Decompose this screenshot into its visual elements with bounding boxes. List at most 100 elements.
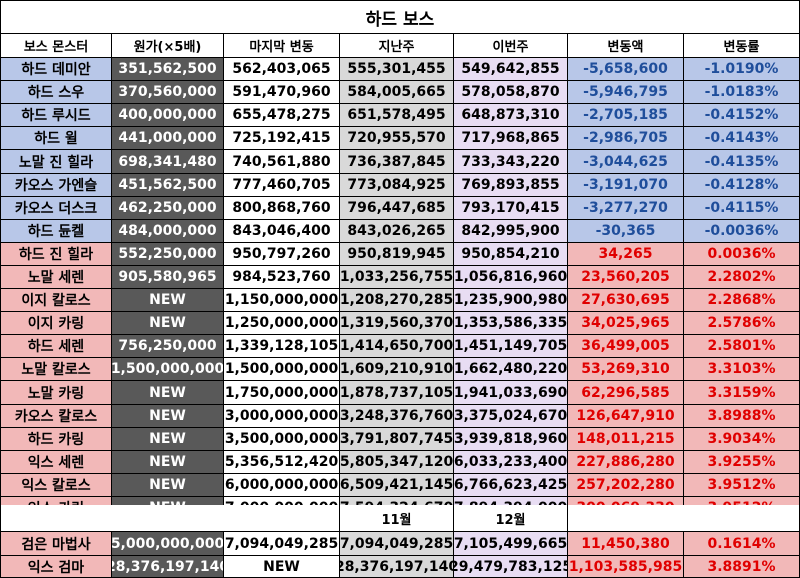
change-rate-cell[interactable]: -0.4135%	[684, 150, 800, 174]
last-change-cell[interactable]: 1,339,128,105	[224, 335, 340, 358]
change-amount-cell[interactable]: -3,044,625	[568, 150, 684, 174]
boss-name-cell[interactable]: 이지 칼로스	[0, 289, 112, 312]
change-rate-cell[interactable]: -0.4115%	[684, 197, 800, 220]
base-price-cell[interactable]: 698,341,480	[112, 150, 224, 174]
change-amount-cell[interactable]: -5,946,795	[568, 81, 684, 104]
base-price-cell[interactable]: 552,250,000	[112, 243, 224, 266]
boss-name-cell[interactable]: 노말 세렌	[0, 266, 112, 289]
this-week-cell[interactable]: 717,968,865	[454, 127, 568, 150]
change-amount-cell[interactable]: 148,011,215	[568, 428, 684, 451]
last-change-cell[interactable]: 7,094,049,285	[224, 532, 340, 556]
boss-name-cell[interactable]: 하드 스우	[0, 81, 112, 104]
change-amount-cell[interactable]: -3,277,270	[568, 197, 684, 220]
last-week-cell[interactable]: 28,376,197,140	[340, 556, 454, 578]
this-week-cell[interactable]: 549,642,855	[454, 58, 568, 81]
last-week-cell[interactable]: 796,447,685	[340, 197, 454, 220]
this-week-cell[interactable]: 6,766,623,425	[454, 474, 568, 497]
change-amount-cell[interactable]: 62,296,585	[568, 381, 684, 405]
last-week-cell[interactable]: 555,301,455	[340, 58, 454, 81]
header-this-week[interactable]: 이번주	[454, 34, 568, 58]
boss-name-cell[interactable]: 익스 검마	[0, 556, 112, 578]
this-week-cell[interactable]: 842,995,900	[454, 220, 568, 243]
this-week-cell[interactable]: 1,451,149,705	[454, 335, 568, 358]
change-rate-cell[interactable]: -0.0036%	[684, 220, 800, 243]
header-change-rate[interactable]: 변동률	[684, 34, 800, 58]
change-rate-cell[interactable]: 0.1614%	[684, 532, 800, 556]
this-week-cell[interactable]: 7,105,499,665	[454, 532, 568, 556]
base-price-cell[interactable]: NEW	[112, 312, 224, 335]
base-price-cell[interactable]: 28,376,197,140	[112, 556, 224, 578]
change-rate-cell[interactable]: 3.8988%	[684, 405, 800, 428]
this-week-cell[interactable]: 1,353,586,335	[454, 312, 568, 335]
this-week-cell[interactable]: 1,662,480,220	[454, 358, 568, 381]
header-last-change[interactable]: 마지막 변동	[224, 34, 340, 58]
last-change-cell[interactable]: 725,192,415	[224, 127, 340, 150]
this-week-cell[interactable]: 578,058,870	[454, 81, 568, 104]
change-rate-cell[interactable]: 3.9255%	[684, 451, 800, 474]
last-change-cell[interactable]: 1,150,000,000	[224, 289, 340, 312]
this-week-cell[interactable]: 3,375,024,670	[454, 405, 568, 428]
base-price-cell[interactable]: 484,000,000	[112, 220, 224, 243]
change-rate-cell[interactable]: -1.0190%	[684, 58, 800, 81]
base-price-cell[interactable]: NEW	[112, 289, 224, 312]
last-week-cell[interactable]: 1,319,560,370	[340, 312, 454, 335]
last-change-cell[interactable]: 777,460,705	[224, 174, 340, 197]
this-week-cell[interactable]: 6,033,233,400	[454, 451, 568, 474]
last-change-cell[interactable]: 843,046,400	[224, 220, 340, 243]
monthly-header-blank-left[interactable]	[0, 505, 340, 532]
last-week-cell[interactable]: 736,387,845	[340, 150, 454, 174]
boss-name-cell[interactable]: 노말 카링	[0, 381, 112, 405]
last-change-cell[interactable]: 591,470,960	[224, 81, 340, 104]
last-week-cell[interactable]: 5,805,347,120	[340, 451, 454, 474]
change-rate-cell[interactable]: 2.2868%	[684, 289, 800, 312]
boss-name-cell[interactable]: 하드 루시드	[0, 104, 112, 127]
change-amount-cell[interactable]: -3,191,070	[568, 174, 684, 197]
base-price-cell[interactable]: 451,562,500	[112, 174, 224, 197]
base-price-cell[interactable]: NEW	[112, 381, 224, 405]
change-amount-cell[interactable]: 1,103,585,985	[568, 556, 684, 578]
this-week-cell[interactable]: 1,235,900,980	[454, 289, 568, 312]
base-price-cell[interactable]: 5,000,000,000	[112, 532, 224, 556]
this-week-cell[interactable]: 793,170,415	[454, 197, 568, 220]
base-price-cell[interactable]: 370,560,000	[112, 81, 224, 104]
change-amount-cell[interactable]: 36,499,005	[568, 335, 684, 358]
change-amount-cell[interactable]: 34,265	[568, 243, 684, 266]
change-rate-cell[interactable]: 2.5801%	[684, 335, 800, 358]
last-week-cell[interactable]: 843,026,265	[340, 220, 454, 243]
last-change-cell[interactable]: 655,478,275	[224, 104, 340, 127]
boss-name-cell[interactable]: 검은 마법사	[0, 532, 112, 556]
last-change-cell[interactable]: 3,500,000,000	[224, 428, 340, 451]
monthly-header-prev-month[interactable]: 11월	[340, 505, 454, 532]
last-change-cell[interactable]: 3,000,000,000	[224, 405, 340, 428]
base-price-cell[interactable]: 462,250,000	[112, 197, 224, 220]
last-week-cell[interactable]: 6,509,421,145	[340, 474, 454, 497]
this-week-cell[interactable]: 1,056,816,960	[454, 266, 568, 289]
base-price-cell[interactable]: NEW	[112, 474, 224, 497]
boss-name-cell[interactable]: 하드 데미안	[0, 58, 112, 81]
this-week-cell[interactable]: 1,941,033,690	[454, 381, 568, 405]
last-change-cell[interactable]: 562,403,065	[224, 58, 340, 81]
last-week-cell[interactable]: 1,208,270,285	[340, 289, 454, 312]
this-week-cell[interactable]: 648,873,310	[454, 104, 568, 127]
boss-name-cell[interactable]: 하드 윌	[0, 127, 112, 150]
change-amount-cell[interactable]: 227,886,280	[568, 451, 684, 474]
last-week-cell[interactable]: 720,955,570	[340, 127, 454, 150]
base-price-cell[interactable]: 756,250,000	[112, 335, 224, 358]
last-change-cell[interactable]: 1,750,000,000	[224, 381, 340, 405]
last-week-cell[interactable]: 1,609,210,910	[340, 358, 454, 381]
base-price-cell[interactable]: NEW	[112, 428, 224, 451]
last-change-cell[interactable]: 950,797,260	[224, 243, 340, 266]
this-week-cell[interactable]: 733,343,220	[454, 150, 568, 174]
change-rate-cell[interactable]: -0.4143%	[684, 127, 800, 150]
change-amount-cell[interactable]: 257,202,280	[568, 474, 684, 497]
boss-name-cell[interactable]: 카오스 가엔슬	[0, 174, 112, 197]
boss-name-cell[interactable]: 하드 카링	[0, 428, 112, 451]
change-rate-cell[interactable]: -0.4128%	[684, 174, 800, 197]
boss-name-cell[interactable]: 하드 세렌	[0, 335, 112, 358]
last-change-cell[interactable]: 1,500,000,000	[224, 358, 340, 381]
this-week-cell[interactable]: 769,893,855	[454, 174, 568, 197]
change-amount-cell[interactable]: 126,647,910	[568, 405, 684, 428]
change-rate-cell[interactable]: 3.3103%	[684, 358, 800, 381]
change-amount-cell[interactable]: -5,658,600	[568, 58, 684, 81]
boss-name-cell[interactable]: 익스 칼로스	[0, 474, 112, 497]
